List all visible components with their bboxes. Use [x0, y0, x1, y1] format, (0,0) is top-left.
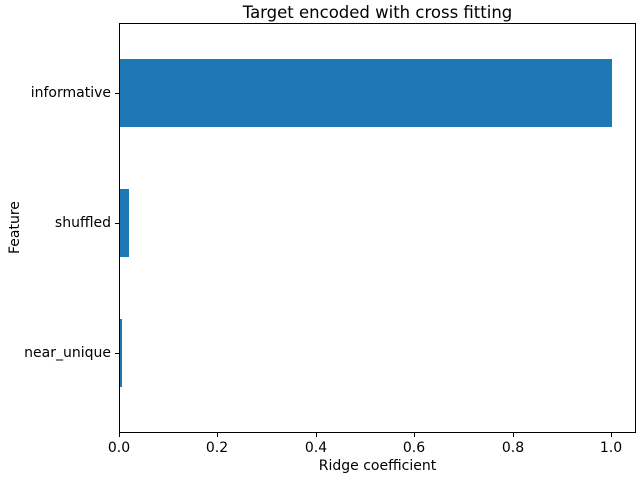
- y-tick-mark: [115, 223, 119, 224]
- y-tick-label-near_unique: near_unique: [24, 345, 111, 361]
- x-tick-label-0.6: 0.6: [402, 440, 426, 456]
- y-tick-mark: [115, 93, 119, 94]
- plot-area: [119, 23, 636, 433]
- y-tick-mark: [115, 353, 119, 354]
- bar-shuffled: [120, 189, 129, 257]
- x-tick-label-0.8: 0.8: [501, 440, 525, 456]
- x-axis-label: Ridge coefficient: [318, 458, 437, 474]
- x-tick-label-1.0: 1.0: [599, 440, 623, 456]
- x-tick-mark: [316, 433, 317, 437]
- x-tick-label-0.4: 0.4: [304, 440, 328, 456]
- y-tick-label-shuffled: shuffled: [54, 215, 111, 231]
- x-tick-mark: [611, 433, 612, 437]
- x-tick-mark: [217, 433, 218, 437]
- bar-near_unique: [120, 319, 122, 387]
- x-tick-label-0.2: 0.2: [205, 440, 229, 456]
- x-tick-label-0.0: 0.0: [107, 440, 131, 456]
- x-tick-mark: [513, 433, 514, 437]
- x-tick-mark: [119, 433, 120, 437]
- bar-informative: [120, 59, 612, 127]
- x-tick-mark: [414, 433, 415, 437]
- y-tick-label-informative: informative: [30, 85, 111, 101]
- chart-title: Target encoded with cross fitting: [242, 3, 513, 22]
